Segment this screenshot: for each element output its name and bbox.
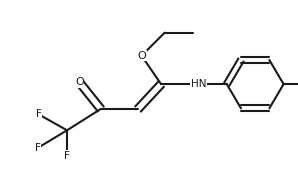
Text: F: F <box>36 109 41 119</box>
Text: O: O <box>75 77 84 87</box>
Text: F: F <box>35 143 41 153</box>
Text: O: O <box>137 51 146 61</box>
Text: HN: HN <box>191 79 206 89</box>
Text: F: F <box>64 151 70 161</box>
